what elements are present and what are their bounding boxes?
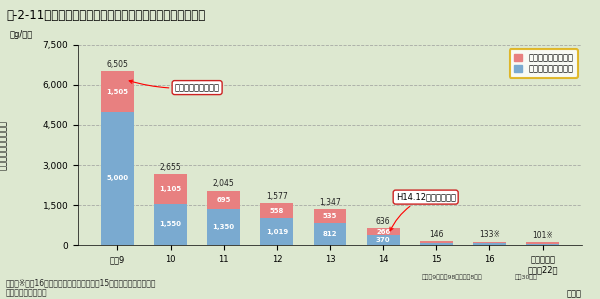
Text: 1,350: 1,350 bbox=[212, 224, 235, 230]
Bar bbox=[207, 209, 240, 245]
Text: 370: 370 bbox=[376, 237, 391, 243]
Bar bbox=[314, 223, 346, 245]
Text: 1,105: 1,105 bbox=[160, 186, 182, 192]
Bar bbox=[314, 209, 346, 223]
Text: 序-2-11図　廃棄物焼却炉からのダイオキシン類発生量推移: 序-2-11図 廃棄物焼却炉からのダイオキシン類発生量推移 bbox=[6, 9, 205, 22]
Bar bbox=[367, 235, 400, 245]
Bar bbox=[526, 244, 559, 245]
Bar bbox=[420, 241, 453, 243]
Bar bbox=[260, 203, 293, 218]
Text: （年）: （年） bbox=[567, 289, 582, 298]
Legend: 産業廃棄物焼却施設, 一般廃棄物焼却施設: 産業廃棄物焼却施設, 一般廃棄物焼却施設 bbox=[509, 49, 578, 78]
Text: 6,505: 6,505 bbox=[106, 60, 128, 69]
Bar bbox=[260, 218, 293, 245]
Text: （－30％）: （－30％） bbox=[515, 274, 538, 280]
Text: （平成9年比－98％）（－8％）: （平成9年比－98％）（－8％） bbox=[422, 274, 482, 280]
Y-axis label: ダイオキシン類排出量: ダイオキシン類排出量 bbox=[0, 120, 8, 170]
Text: （注）※平成16年及び削減目標値は、平成15年比のパーセント表示: （注）※平成16年及び削減目標値は、平成15年比のパーセント表示 bbox=[6, 279, 157, 288]
Bar bbox=[367, 228, 400, 235]
Text: （g/年）: （g/年） bbox=[10, 30, 33, 39]
Bar bbox=[473, 243, 506, 245]
Bar bbox=[101, 112, 134, 245]
Text: 1,577: 1,577 bbox=[266, 192, 288, 201]
Text: 695: 695 bbox=[217, 197, 231, 203]
Text: 新ガイドライン策定: 新ガイドライン策定 bbox=[129, 80, 220, 92]
Bar bbox=[473, 242, 506, 243]
Text: H14.12新規制値適用: H14.12新規制値適用 bbox=[390, 193, 455, 231]
Text: 1,019: 1,019 bbox=[266, 228, 288, 235]
Text: 812: 812 bbox=[323, 231, 337, 237]
Text: 5,000: 5,000 bbox=[106, 176, 128, 181]
Bar bbox=[420, 243, 453, 245]
Text: 101※: 101※ bbox=[532, 231, 553, 240]
Text: 636: 636 bbox=[376, 217, 391, 226]
Bar bbox=[207, 190, 240, 209]
Text: 535: 535 bbox=[323, 213, 337, 219]
Text: 1,347: 1,347 bbox=[319, 198, 341, 207]
Bar bbox=[526, 242, 559, 244]
Text: 1,505: 1,505 bbox=[106, 89, 128, 94]
Text: 266: 266 bbox=[376, 229, 390, 235]
Text: 133※: 133※ bbox=[479, 231, 500, 239]
Text: 558: 558 bbox=[269, 208, 284, 213]
Text: （出典）環境省資料: （出典）環境省資料 bbox=[6, 289, 47, 298]
Bar bbox=[154, 204, 187, 245]
Bar bbox=[101, 71, 134, 112]
Text: 2,045: 2,045 bbox=[213, 179, 235, 188]
Text: 1,550: 1,550 bbox=[160, 222, 182, 228]
Text: 146: 146 bbox=[429, 230, 443, 239]
Bar bbox=[154, 174, 187, 204]
Text: 2,655: 2,655 bbox=[160, 163, 181, 172]
